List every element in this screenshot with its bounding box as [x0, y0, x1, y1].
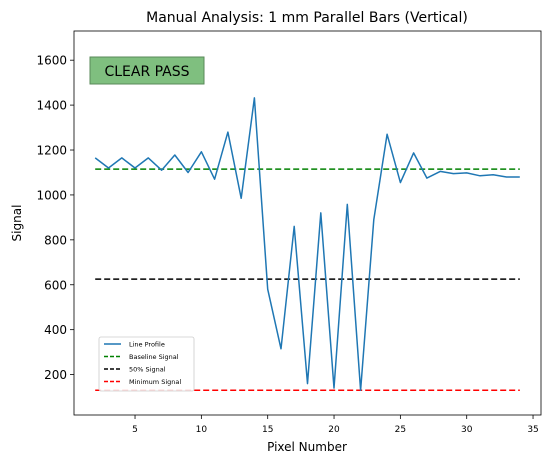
- x-tick-label: 5: [132, 425, 138, 435]
- plot-frame: [73, 30, 542, 416]
- legend-label: Line Profile: [129, 341, 165, 349]
- y-tick-label: 1600: [36, 54, 67, 68]
- x-tick-label: 15: [262, 425, 273, 435]
- legend: Line Profile Baseline Signal 50% Signal Min…: [98, 336, 195, 392]
- y-axis: 200 400 600 800 1000 1200 1400 1600: [36, 54, 74, 382]
- y-tick-label: 1200: [36, 144, 67, 158]
- x-tick-label: 20: [328, 425, 340, 435]
- status-box-background: [89, 56, 205, 85]
- y-axis-label: Signal: [10, 205, 24, 242]
- x-tick-label: 30: [461, 425, 473, 435]
- y-tick-label: 200: [44, 368, 67, 382]
- y-tick-label: 1400: [36, 99, 67, 113]
- x-tick-label: 35: [527, 425, 538, 435]
- y-tick-label: 800: [44, 233, 67, 247]
- chart-title: Manual Analysis: 1 mm Parallel Bars (Ver…: [146, 10, 468, 26]
- y-tick-label: 400: [44, 323, 67, 337]
- legend-label: Minimum Signal: [129, 378, 181, 386]
- x-tick-label: 25: [395, 425, 406, 435]
- status-box: CLEAR PASS: [89, 56, 205, 85]
- legend-frame: [98, 336, 195, 392]
- plot-marks: [94, 97, 520, 392]
- y-tick-label: 1000: [36, 188, 67, 202]
- legend-entries: Line Profile Baseline Signal 50% Signal Min…: [104, 341, 181, 386]
- x-axis: 5 10 15 20 25 30 35: [132, 415, 539, 435]
- x-axis-label: Pixel Number: [267, 440, 347, 454]
- legend-label: 50% Signal: [129, 366, 166, 374]
- y-tick-label: 600: [44, 278, 67, 292]
- x-tick-label: 10: [196, 425, 208, 435]
- legend-label: Baseline Signal: [129, 353, 179, 361]
- status-box-label: CLEAR PASS: [104, 64, 189, 80]
- series-line-line-profile: [94, 97, 520, 392]
